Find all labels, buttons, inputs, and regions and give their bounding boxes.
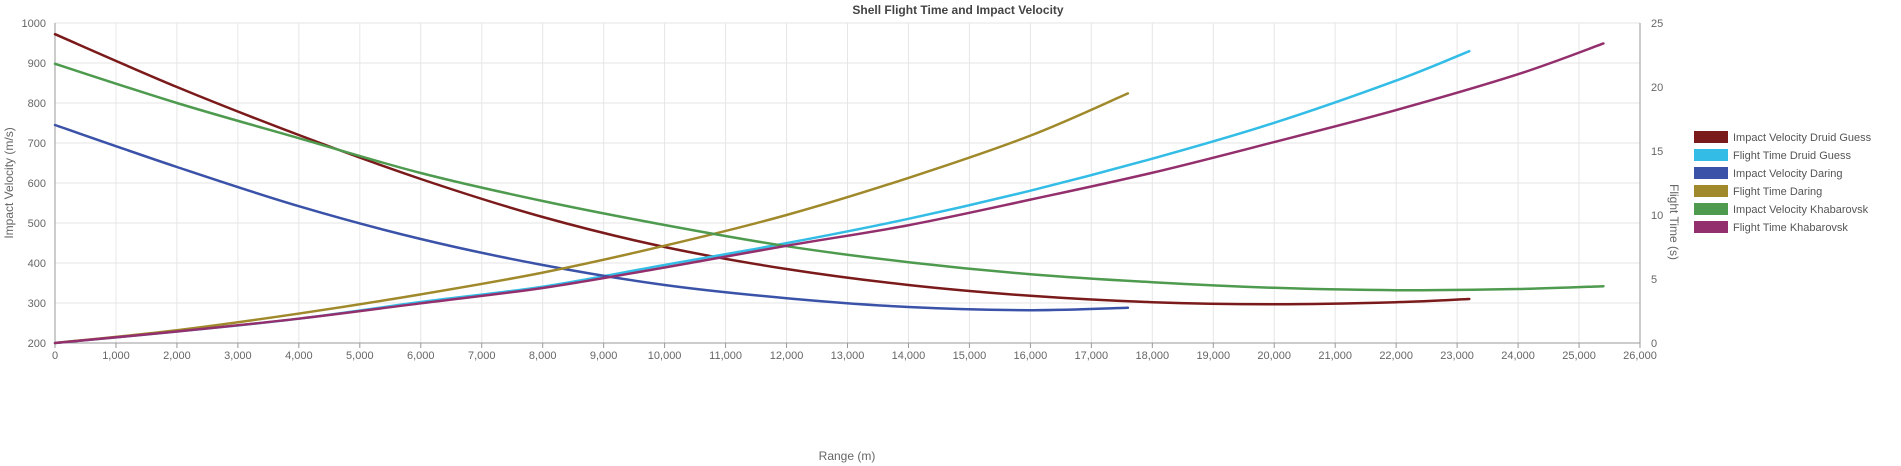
series-line-1 xyxy=(53,32,1471,306)
series-line-5 xyxy=(53,62,1605,292)
left-tick-label: 800 xyxy=(28,98,46,110)
x-tick-label: 20,000 xyxy=(1257,350,1291,362)
x-tick-label: 11,000 xyxy=(709,350,742,362)
x-tick-label: 0 xyxy=(52,350,58,362)
left-tick-label: 400 xyxy=(28,258,46,270)
x-axis-ticks: 0 1,000 2,000 3,000 4,000 5,000 6,000 7,000 8,00… xyxy=(52,343,1657,362)
legend-swatch xyxy=(1694,203,1728,215)
left-tick-label: 1000 xyxy=(22,18,46,30)
x-axis-label: Range (m) xyxy=(819,449,876,463)
left-tick-label: 700 xyxy=(28,138,46,150)
grid xyxy=(54,22,1641,344)
legend-swatch xyxy=(1694,221,1728,233)
left-tick-label: 500 xyxy=(28,218,46,230)
legend-label: Flight Time Khabarovsk xyxy=(1733,222,1848,234)
right-tick-label: 10 xyxy=(1651,210,1663,222)
legend-label: Flight Time Daring xyxy=(1733,186,1822,198)
right-axis-label: Flight Time (s) xyxy=(1667,184,1681,260)
legend-swatch xyxy=(1694,131,1728,143)
x-tick-label: 8,000 xyxy=(529,350,557,362)
x-tick-label: 12,000 xyxy=(770,350,804,362)
x-tick-label: 14,000 xyxy=(892,350,926,362)
legend: Impact Velocity Druid Guess Flight Time D… xyxy=(1694,131,1872,234)
x-tick-label: 21,000 xyxy=(1318,350,1352,362)
x-tick-label: 25,000 xyxy=(1562,350,1596,362)
x-tick-label: 16,000 xyxy=(1014,350,1048,362)
series-lines xyxy=(53,32,1605,345)
x-tick-label: 13,000 xyxy=(831,350,865,362)
x-tick-label: 17,000 xyxy=(1075,350,1109,362)
right-tick-label: 25 xyxy=(1651,18,1663,30)
x-tick-label: 10,000 xyxy=(648,350,682,362)
right-tick-label: 15 xyxy=(1651,146,1663,158)
legend-label: Impact Velocity Druid Guess xyxy=(1733,132,1872,144)
left-tick-label: 900 xyxy=(28,58,46,70)
left-axis-label: Impact Velocity (m/s) xyxy=(2,127,16,238)
series-line-6 xyxy=(53,42,1605,345)
x-tick-label: 7,000 xyxy=(468,350,496,362)
legend-label: Impact Velocity Khabarovsk xyxy=(1733,204,1869,216)
x-tick-label: 19,000 xyxy=(1196,350,1230,362)
x-tick-label: 22,000 xyxy=(1379,350,1413,362)
series-line-3 xyxy=(53,123,1130,312)
legend-swatch xyxy=(1694,149,1728,161)
legend-swatch xyxy=(1694,167,1728,179)
left-tick-label: 300 xyxy=(28,298,46,310)
right-axis-ticks: 0 5 10 15 20 25 xyxy=(1651,18,1663,350)
legend-label: Impact Velocity Daring xyxy=(1733,168,1842,180)
legend-swatch xyxy=(1694,185,1728,197)
right-tick-label: 5 xyxy=(1651,274,1657,286)
x-tick-label: 3,000 xyxy=(224,350,252,362)
x-tick-label: 9,000 xyxy=(590,350,618,362)
legend-label: Flight Time Druid Guess xyxy=(1733,150,1851,162)
right-tick-label: 0 xyxy=(1651,338,1657,350)
x-tick-label: 15,000 xyxy=(953,350,987,362)
x-tick-label: 23,000 xyxy=(1440,350,1474,362)
right-tick-label: 20 xyxy=(1651,82,1663,94)
x-tick-label: 2,000 xyxy=(163,350,191,362)
x-tick-label: 5,000 xyxy=(346,350,374,362)
x-tick-label: 6,000 xyxy=(407,350,435,362)
left-tick-label: 600 xyxy=(28,178,46,190)
chart-title: Shell Flight Time and Impact Velocity xyxy=(852,3,1063,17)
series-line-4 xyxy=(53,92,1130,345)
x-tick-label: 1,000 xyxy=(102,350,130,362)
x-tick-label: 24,000 xyxy=(1501,350,1535,362)
x-tick-label: 18,000 xyxy=(1135,350,1169,362)
left-axis-ticks: 200 300 400 500 600 700 800 900 1000 xyxy=(22,18,46,350)
x-tick-label: 26,000 xyxy=(1623,350,1657,362)
x-tick-label: 4,000 xyxy=(285,350,313,362)
left-tick-label: 200 xyxy=(28,338,46,350)
